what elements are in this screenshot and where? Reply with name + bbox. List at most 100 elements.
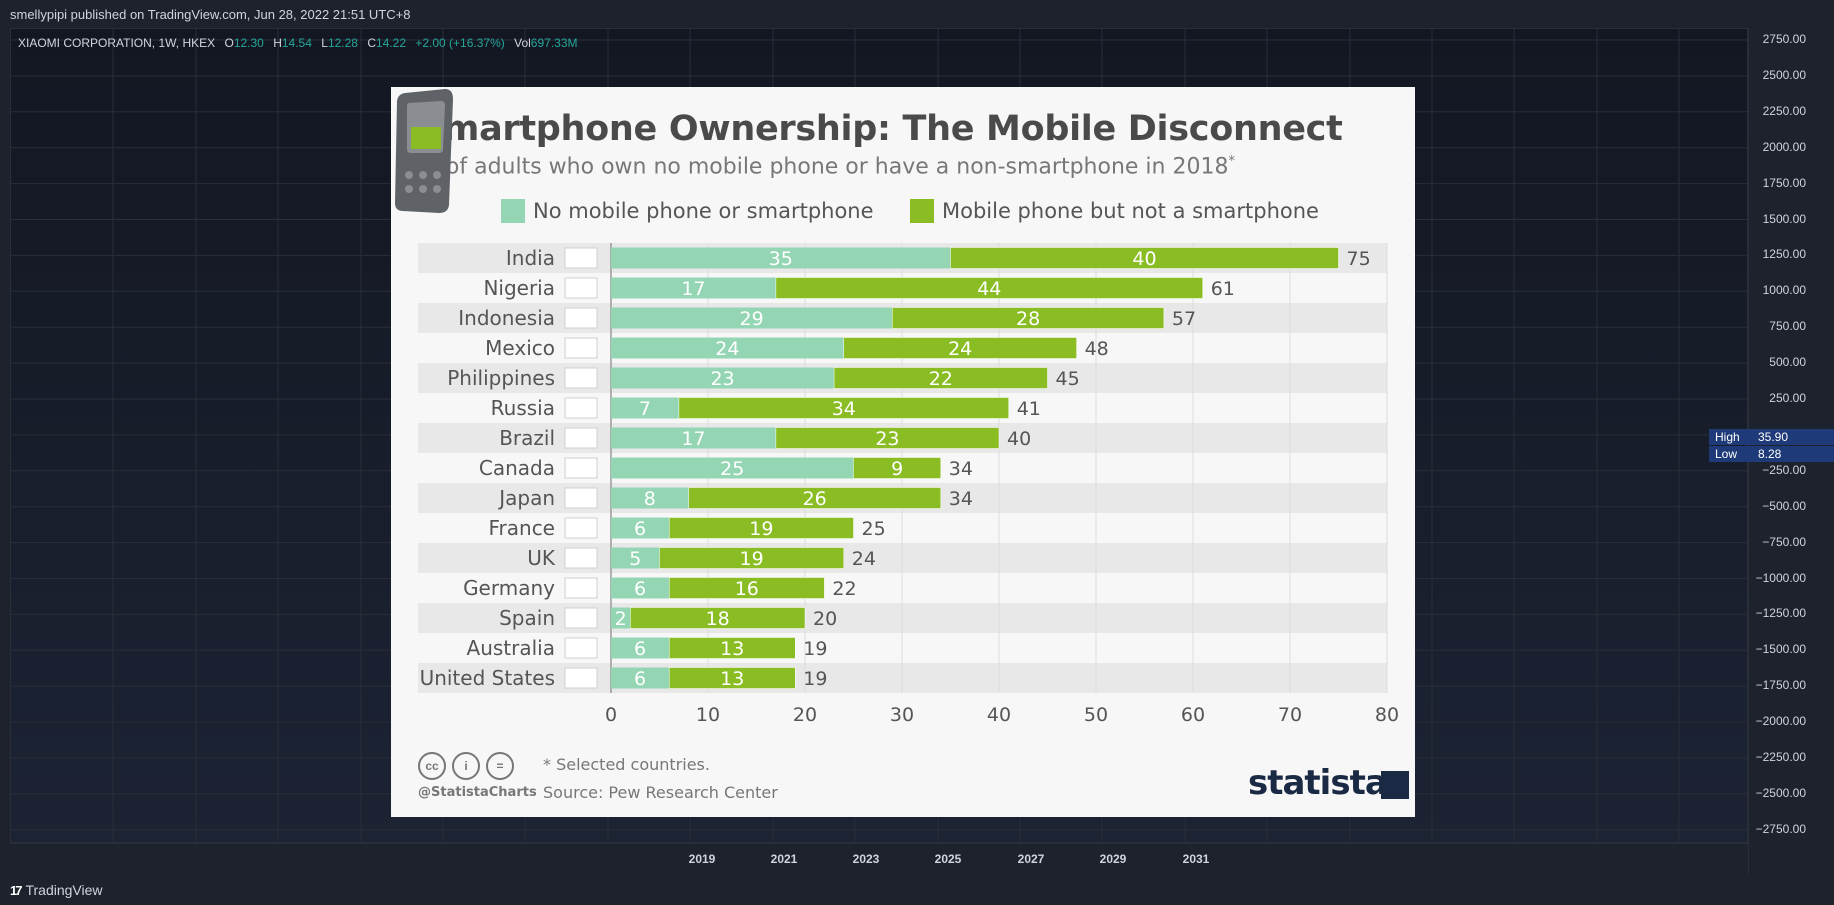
data-label-total: 19 [803, 638, 827, 660]
statista-chart-image: 0 10 20 30 40 50 60 70 80 35 40 75 India 17 44 61 Nigeri… [391, 87, 1415, 817]
data-label-basic-phone: 24 [948, 338, 972, 360]
time-axis-label: 2031 [1182, 852, 1210, 866]
data-label-total: 61 [1211, 278, 1235, 300]
time-axis-label: 2025 [934, 852, 962, 866]
price-axis-label: −750.00 [1762, 534, 1806, 549]
data-label-basic-phone: 16 [735, 578, 759, 600]
price-axis-label: −2500.00 [1755, 785, 1806, 800]
no-derivatives-icon: = [486, 752, 514, 780]
price-axis-label: −250.00 [1762, 462, 1806, 477]
data-label-total: 75 [1347, 248, 1371, 270]
price-axis-label: 2000.00 [1762, 139, 1806, 154]
bar-basic-phone [833, 367, 1048, 389]
data-label-total: 22 [832, 578, 856, 600]
high-marker-value: 35.90 [1758, 430, 1789, 444]
volume-label: Vol [514, 36, 531, 50]
country-flag-icon [564, 637, 598, 659]
price-axis-label: 1750.00 [1762, 175, 1806, 190]
legend-swatch-dark [910, 199, 934, 223]
symbol-label[interactable]: XIAOMI CORPORATION, 1W, HKEX [18, 36, 216, 50]
bar-basic-phone [775, 277, 1203, 299]
time-axis-label: 2023 [852, 852, 880, 866]
chart-subtitle-mark: * [1228, 154, 1235, 169]
open-value: 12.30 [233, 36, 264, 50]
bar-no-phone [611, 277, 776, 299]
price-axis-label: 250.00 [1769, 391, 1806, 405]
data-label-no-phone: 17 [681, 278, 705, 300]
price-axis-label: 1000.00 [1762, 283, 1806, 298]
data-label-basic-phone: 9 [891, 458, 903, 480]
x-tick-label: 60 [1181, 704, 1205, 726]
data-label-basic-phone: 34 [832, 398, 856, 420]
high-marker-label: High [1715, 430, 1740, 444]
x-tick-label: 80 [1375, 704, 1399, 726]
time-axis[interactable]: 2019 2021 2023 2025 2027 2029 2031 [10, 843, 1748, 874]
legend-item-no-phone: No mobile phone or smartphone [501, 199, 874, 223]
data-label-no-phone: 6 [634, 668, 646, 690]
data-label-total: 34 [949, 488, 973, 510]
low-label: L [321, 36, 328, 50]
data-label-total: 41 [1017, 398, 1041, 420]
data-label-total: 19 [803, 668, 827, 690]
bar-no-phone [611, 667, 670, 689]
country-flag-icon [564, 457, 598, 479]
bar-basic-phone [853, 457, 942, 479]
bar-basic-phone [843, 337, 1077, 359]
bar-no-phone [611, 487, 689, 509]
price-axis-label: 750.00 [1769, 319, 1806, 334]
high-marker: High 35.90 [1709, 429, 1834, 445]
data-label-total: 45 [1056, 368, 1080, 390]
data-label-basic-phone: 44 [977, 278, 1001, 300]
bar-basic-phone [775, 427, 1000, 449]
category-label: Nigeria [483, 276, 555, 300]
data-label-basic-phone: 13 [720, 638, 744, 660]
tradingview-logo[interactable]: 17 TradingView [10, 882, 103, 898]
close-label: C [367, 36, 376, 50]
country-flag-icon [564, 427, 598, 449]
volume-value: 697.33M [530, 36, 578, 50]
data-label-no-phone: 6 [634, 518, 646, 540]
data-label-total: 34 [949, 458, 973, 480]
country-flag-icon [564, 577, 598, 599]
time-axis-label: 2029 [1099, 852, 1127, 866]
data-label-total: 25 [862, 518, 886, 540]
data-label-basic-phone: 23 [875, 428, 899, 450]
data-label-no-phone: 2 [615, 608, 627, 630]
cc-icon: cc [418, 752, 446, 780]
x-tick-label: 20 [793, 704, 817, 726]
legend-label-no-phone: No mobile phone or smartphone [533, 199, 874, 223]
bar-no-phone [611, 307, 893, 329]
category-label: Canada [479, 456, 555, 480]
price-axis-label: 2500.00 [1762, 67, 1806, 82]
x-tick-label: 50 [1084, 704, 1108, 726]
country-flag-icon [564, 247, 598, 269]
chart-title: Smartphone Ownership: The Mobile Disconn… [418, 109, 1343, 149]
bar-no-phone [611, 427, 776, 449]
data-label-no-phone: 35 [769, 248, 793, 270]
price-axis-label: 2250.00 [1762, 103, 1806, 118]
data-label-no-phone: 29 [740, 308, 764, 330]
country-flag-icon [564, 517, 598, 539]
time-axis-label: 2019 [688, 852, 716, 866]
price-axis-label: −1500.00 [1755, 642, 1806, 657]
data-label-basic-phone: 26 [803, 488, 827, 510]
bar-no-phone [611, 457, 854, 479]
change-value: +2.00 (+16.37%) [415, 36, 505, 50]
category-label: Russia [491, 396, 555, 420]
data-label-basic-phone: 19 [749, 518, 773, 540]
bar-no-phone [611, 577, 670, 599]
category-label: Australia [467, 636, 555, 660]
open-label: O [224, 36, 234, 50]
bar-basic-phone [688, 487, 942, 509]
country-flag-icon [564, 397, 598, 419]
data-label-total: 24 [852, 548, 876, 570]
country-flag-icon [564, 277, 598, 299]
country-flag-icon [564, 337, 598, 359]
bar-no-phone [611, 607, 631, 629]
bar-basic-phone [668, 577, 825, 599]
country-flag-icon [564, 667, 598, 689]
data-label-total: 40 [1007, 428, 1031, 450]
data-label-basic-phone: 19 [740, 548, 764, 570]
x-tick-label: 0 [605, 704, 617, 726]
